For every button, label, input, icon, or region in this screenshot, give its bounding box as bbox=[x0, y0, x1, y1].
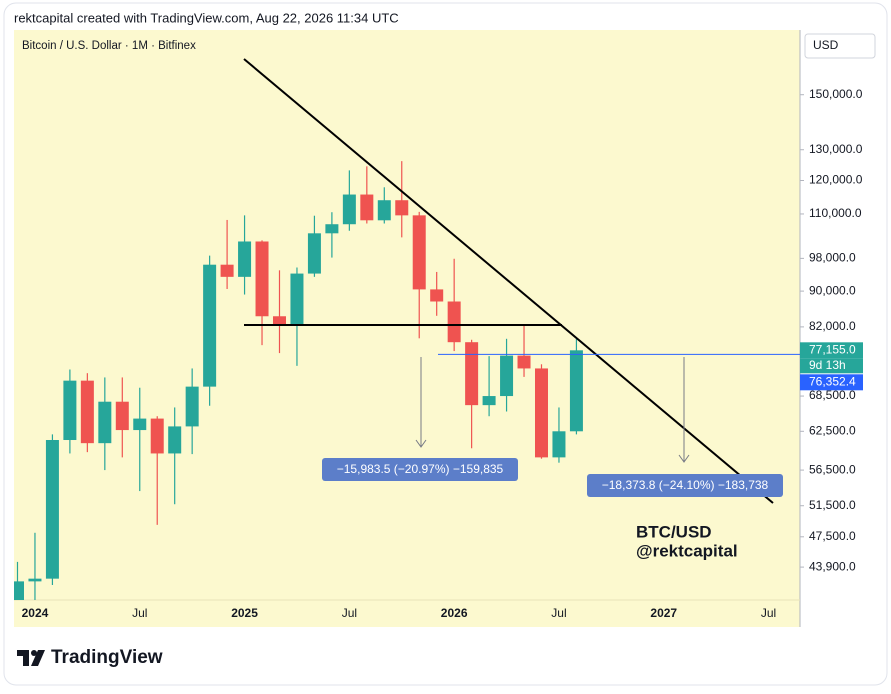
candle-body bbox=[569, 350, 583, 432]
y-tick-label: 47,500.0 bbox=[809, 529, 856, 543]
candle-body bbox=[115, 401, 129, 431]
candle-body bbox=[465, 342, 479, 406]
arrow-head bbox=[415, 439, 427, 448]
y-tick-label: 82,000.0 bbox=[809, 319, 856, 333]
candle-body bbox=[220, 264, 234, 277]
candle-body bbox=[500, 355, 514, 397]
x-tick-label: Jul bbox=[132, 606, 147, 620]
x-tick-label: Jul bbox=[551, 606, 566, 620]
annotation: −18,373.8 (−24.10%) −183,738 bbox=[602, 478, 769, 492]
candle-body bbox=[98, 401, 112, 444]
candle-body bbox=[377, 200, 391, 221]
price-axis bbox=[800, 30, 880, 627]
y-tick-label: 150,000.0 bbox=[809, 87, 863, 101]
candle-body bbox=[203, 264, 217, 387]
trendline bbox=[243, 58, 774, 504]
candle-body bbox=[272, 316, 286, 325]
x-tick-label: Jul bbox=[761, 606, 776, 620]
y-tick-label: 90,000.0 bbox=[809, 283, 856, 297]
x-tick-label: Jul bbox=[342, 606, 357, 620]
brand-logo bbox=[17, 650, 45, 666]
y-tick-label: 98,000.0 bbox=[809, 251, 856, 265]
candle-body bbox=[360, 194, 374, 221]
candle-body bbox=[307, 233, 321, 274]
chart-title: Bitcoin / U.S. Dollar · 1M · Bitfinex bbox=[22, 40, 196, 52]
currency: USD bbox=[813, 38, 839, 52]
y-tick-label: 51,500.0 bbox=[809, 498, 856, 512]
candle-body bbox=[133, 418, 147, 431]
candle-body bbox=[255, 241, 269, 317]
candle-body bbox=[447, 301, 461, 343]
candle-body bbox=[552, 431, 566, 458]
watermark: BTC/USD bbox=[636, 522, 712, 541]
candle-body bbox=[430, 289, 444, 302]
y-tick-label: 130,000.0 bbox=[809, 142, 863, 156]
y-tick-label: 56,500.0 bbox=[809, 462, 856, 476]
line-price-box bbox=[800, 374, 863, 391]
candle-body bbox=[45, 440, 59, 579]
y-tick-label: 68,500.0 bbox=[809, 388, 856, 402]
candle-body bbox=[28, 578, 42, 582]
candle-body bbox=[80, 380, 94, 444]
plot-area bbox=[14, 30, 800, 627]
candle-body bbox=[150, 418, 164, 454]
line-price-label: 76,352.4 bbox=[809, 374, 856, 388]
candle-body bbox=[238, 241, 252, 277]
annotation-box bbox=[322, 458, 518, 481]
last-price-box bbox=[800, 342, 863, 359]
watermark: @rektcapital bbox=[636, 541, 738, 560]
candle-body bbox=[168, 426, 182, 454]
candle-body bbox=[14, 581, 24, 600]
candle-body bbox=[325, 224, 339, 234]
candle-body bbox=[395, 200, 409, 216]
x-tick-label: 2025 bbox=[231, 606, 258, 620]
last-price-label: 77,155.0 bbox=[809, 342, 856, 356]
candle-body bbox=[517, 355, 531, 369]
currency-box bbox=[804, 33, 876, 59]
brand: TradingView bbox=[51, 647, 163, 668]
candle-body bbox=[185, 386, 199, 427]
arrow-head bbox=[678, 454, 690, 463]
annotation-box bbox=[587, 474, 783, 497]
annotation: −15,983.5 (−20.97%) −159,835 bbox=[337, 462, 504, 476]
candle-body bbox=[63, 380, 77, 441]
candle-body bbox=[534, 368, 548, 458]
x-tick-label: 2027 bbox=[650, 606, 677, 620]
y-tick-label: 120,000.0 bbox=[809, 173, 863, 187]
candle-body bbox=[412, 215, 426, 290]
x-tick-label: 2024 bbox=[22, 606, 49, 620]
y-tick-label: 43,900.0 bbox=[809, 559, 856, 573]
countdown-box bbox=[800, 358, 863, 374]
candle-body bbox=[342, 194, 356, 225]
y-tick-label: 62,500.0 bbox=[809, 423, 856, 437]
candles bbox=[14, 161, 583, 600]
candle-body bbox=[482, 396, 496, 406]
x-tick-label: 2026 bbox=[441, 606, 468, 620]
countdown: 9d 13h bbox=[809, 358, 846, 372]
candle-body bbox=[290, 273, 304, 325]
header: rektcapital created with TradingView.com… bbox=[14, 10, 399, 25]
y-tick-label: 110,000.0 bbox=[809, 206, 862, 220]
